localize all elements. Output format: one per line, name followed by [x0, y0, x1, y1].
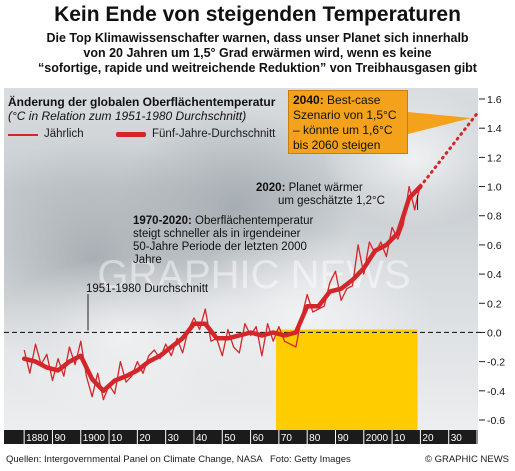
footer-sources: Quellen: Intergovernmental Panel on Clim… — [6, 454, 263, 465]
x-tick-label: 20 — [139, 433, 151, 444]
chart-svg: GRAPHIC NEWS — [4, 88, 478, 418]
x-tick-label: 2000 — [366, 433, 389, 444]
smoke-background — [4, 88, 478, 418]
y-tick-label: 0.8 — [487, 211, 502, 223]
annotation-2040-line: bis 2060 steigen — [293, 138, 381, 152]
highlight-1970-2020 — [276, 329, 418, 430]
legend-swatch-annual — [8, 134, 38, 136]
annotation-1970-2020-line: 50-Jahre Periode der letzten 2000 — [133, 241, 307, 253]
annotation-1970-2020-line: Jahre — [133, 254, 162, 266]
series-five-year-average-line — [21, 184, 423, 394]
annotation-1970-2020-line: steigt schneller als in irgendeiner — [133, 228, 301, 240]
y-tick-label: 1.2 — [487, 152, 502, 164]
series-annual-line — [23, 183, 422, 401]
x-tick-label: 40 — [196, 433, 208, 444]
x-tick-label: 80 — [309, 433, 321, 444]
annotation-2040: 2040: Best-case Szenario von 1,5°C – kön… — [288, 90, 408, 154]
x-axis-bar — [4, 430, 478, 444]
y-tick-label: 1.0 — [487, 182, 502, 194]
x-tick-label: 90 — [337, 433, 349, 444]
x-tick-label: 1880 — [26, 433, 49, 444]
annotation-2020: 2020: Planet wärmer um geschätzte 1,2°C — [256, 182, 385, 208]
annotation-2040-line: Best-case — [327, 93, 381, 107]
x-tick-label: 90 — [54, 433, 66, 444]
annotation-2040-line: – könnte um 1,6°C — [293, 123, 393, 137]
y-tick-label: -0.6 — [487, 415, 505, 427]
y-axis-label: (°C in Relation zum 1951-1980 Durchschni… — [8, 109, 247, 123]
x-tick-label: 40 — [479, 433, 491, 444]
x-tick-label: 10 — [394, 433, 406, 444]
legend-label-average: Fünf-Jahre-Durchschnitt — [152, 128, 276, 140]
annotation-1970-2020-line: Oberflächentemperatur — [195, 215, 314, 227]
x-tick-label: 10 — [111, 433, 123, 444]
subtitle-line: Die Top Klimawissenschafter warnen, dass… — [46, 31, 469, 45]
annotation-1970-2020-period: 1970-2020: — [133, 215, 192, 227]
page-title: Kein Ende von steigenden Temperaturen — [54, 3, 461, 26]
annotation-baseline: 1951-1980 Durchschnitt — [86, 283, 209, 295]
annotation-2020-line: Planet wärmer — [288, 182, 363, 194]
annotation-2040-year: 2040: — [293, 93, 324, 107]
annotation-2020-line: um geschätzte 1,2°C — [278, 195, 385, 207]
x-tick-label: 20 — [422, 433, 434, 444]
x-tick-label: 1900 — [83, 433, 106, 444]
x-tick-label: 30 — [451, 433, 463, 444]
y-tick-label: -0.4 — [487, 386, 505, 398]
y-tick-label: 0.0 — [487, 327, 502, 339]
annotation-2020-year: 2020: — [256, 182, 286, 194]
y-tick-label: 0.6 — [487, 240, 502, 252]
footer-brand: © GRAPHIC NEWS — [424, 454, 509, 465]
x-tick-label: 70 — [281, 433, 293, 444]
annotation-2040-line: Szenario von 1,5°C — [293, 108, 397, 122]
y-tick-label: 1.6 — [487, 94, 502, 106]
x-tick-label: 30 — [168, 433, 180, 444]
subtitle: Die Top Klimawissenschafter warnen, dass… — [4, 31, 511, 76]
chart-panel: GRAPHIC NEWS — [4, 88, 478, 430]
subtitle-line: “sofortige, rapide und weitreichende Red… — [38, 61, 477, 75]
chart-title: Änderung der globalen Oberflächentempera… — [8, 95, 276, 109]
y-tick-label: 0.4 — [487, 269, 502, 281]
subtitle-line: von 20 Jahren um 1,5° Grad erwärmen wird… — [83, 46, 432, 60]
y-tick-label: 0.2 — [487, 298, 502, 310]
footer-photo-credit: Foto: Getty Images — [270, 454, 351, 465]
annotation-2040-pointer — [408, 112, 472, 134]
x-tick-label: 50 — [224, 433, 236, 444]
y-tick-label: -0.2 — [487, 357, 505, 369]
x-tick-label: 60 — [253, 433, 265, 444]
annotation-1970-2020: 1970-2020: Oberflächentemperatur steigt … — [133, 215, 313, 267]
y-tick-label: 1.4 — [487, 123, 502, 135]
legend-label-annual: Jährlich — [44, 128, 84, 140]
series-projection-line — [418, 112, 479, 188]
legend-swatch-average — [116, 132, 146, 137]
